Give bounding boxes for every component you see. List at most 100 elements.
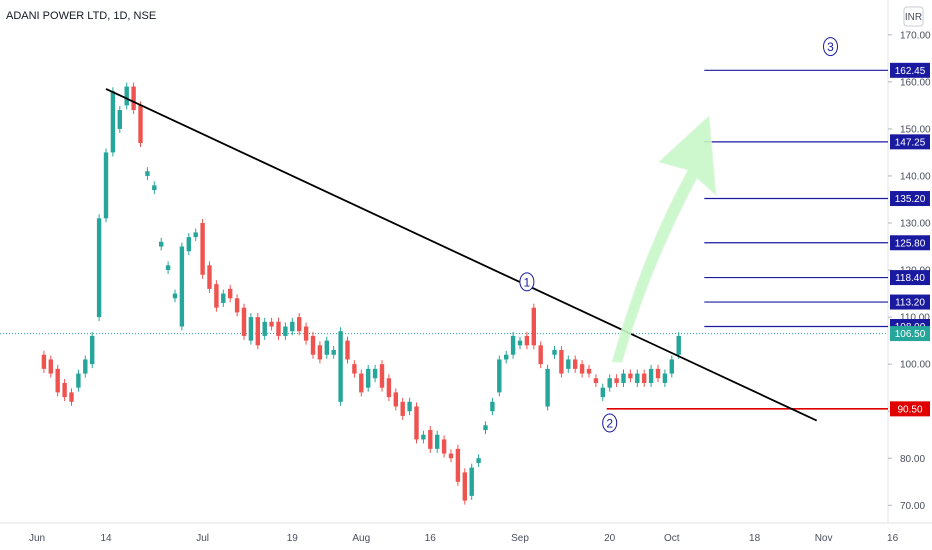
candle-body	[352, 364, 357, 374]
candle-body	[435, 434, 440, 449]
level-badge-label: 135.20	[895, 194, 926, 205]
wave-label-circle	[602, 413, 618, 433]
candle-body	[324, 340, 329, 355]
candle-body	[41, 354, 47, 369]
level-badge-bg	[890, 134, 930, 150]
price-badges: 162.45147.25135.20125.80118.40113.20108.…	[890, 62, 930, 417]
currency-label: INR	[905, 12, 922, 23]
candle-body	[669, 359, 674, 374]
candle-body	[628, 373, 633, 379]
candle-body	[310, 335, 316, 355]
candle-body	[469, 467, 474, 496]
y-tick-label: 170.00	[900, 30, 931, 41]
wave-label-text: 1	[524, 275, 531, 289]
candle-body	[90, 335, 95, 365]
candle-body	[276, 321, 281, 336]
candle-body	[48, 359, 53, 374]
candle-body	[345, 340, 350, 360]
candle-body	[462, 472, 467, 501]
candle-body	[483, 425, 488, 431]
candle-body	[614, 378, 619, 383]
candle-body	[338, 331, 343, 402]
level-badge-bg	[890, 62, 930, 78]
wave-label-circle	[823, 37, 838, 57]
candle-body	[635, 373, 640, 383]
candle-body	[524, 335, 530, 346]
support-badge-bg	[890, 401, 930, 417]
candle-body	[407, 401, 412, 412]
drawings: 1 2 3	[105, 37, 838, 433]
candle-body	[517, 340, 523, 346]
trendline	[105, 88, 818, 422]
candle-body	[372, 368, 378, 379]
candle-body	[600, 387, 605, 398]
candle-body	[593, 378, 599, 383]
candles	[41, 82, 681, 505]
x-tick-label: 14	[100, 533, 112, 544]
wave-label-text: 2	[606, 416, 613, 430]
candle-body	[131, 86, 136, 111]
candle-body	[386, 378, 392, 398]
candle-body	[317, 345, 323, 360]
candle-body	[359, 373, 364, 393]
candle-body	[586, 368, 592, 374]
candle-body	[207, 265, 212, 289]
x-tick-label: 16	[425, 533, 437, 544]
candle-body	[297, 317, 302, 332]
x-tick-label: Jun	[29, 533, 45, 544]
candle-body	[331, 350, 336, 355]
candle-body	[269, 321, 274, 327]
candle-body	[655, 368, 661, 379]
candle-body	[179, 246, 185, 327]
candle-body	[476, 458, 481, 463]
candle-body	[559, 350, 564, 374]
candle-body	[379, 364, 385, 388]
candle-body	[531, 307, 536, 346]
x-tick-label: 19	[287, 533, 299, 544]
candle-body	[538, 345, 543, 365]
candle-body	[110, 91, 116, 153]
currency-badge[interactable]: INR	[903, 6, 924, 27]
candle-body	[490, 401, 495, 412]
candle-body	[393, 392, 398, 407]
candle-body	[228, 288, 233, 299]
candle-body	[400, 401, 405, 416]
candle-body	[103, 152, 109, 219]
candle-body	[504, 354, 509, 360]
candle-body	[234, 298, 240, 313]
candle-body	[124, 86, 129, 106]
wave-label-circle	[519, 272, 535, 292]
projection-arrow	[611, 114, 717, 363]
chart-title: ADANI POWER LTD, 1D, NSE	[6, 10, 156, 22]
candle-body	[83, 359, 88, 374]
level-badge-label: 113.20	[895, 298, 925, 309]
candle-body	[255, 317, 260, 346]
candle-body	[545, 368, 550, 407]
candle-body	[138, 105, 143, 144]
candle-body	[117, 110, 122, 129]
candle-body	[303, 326, 309, 341]
x-tick-label: 18	[749, 533, 761, 544]
candle-body	[607, 378, 612, 388]
y-tick-label: 130.00	[900, 219, 931, 230]
candle-body	[497, 359, 502, 393]
candle-body	[76, 373, 81, 388]
x-tick-label: Nov	[815, 533, 833, 544]
candle-body	[69, 392, 74, 402]
candle-body	[193, 232, 198, 238]
support-badge-label: 90.50	[897, 404, 922, 415]
candle-body	[283, 326, 288, 336]
candle-body	[421, 434, 426, 440]
x-tick-label: Sep	[511, 533, 529, 544]
candle-body	[200, 223, 205, 275]
candle-body	[510, 335, 516, 355]
level-badge-label: 147.25	[895, 137, 926, 148]
candle-body	[186, 237, 191, 252]
candle-body	[552, 350, 557, 355]
level-lines	[0, 69, 888, 410]
candle-body	[573, 359, 578, 369]
level-badge-bg	[890, 294, 930, 310]
